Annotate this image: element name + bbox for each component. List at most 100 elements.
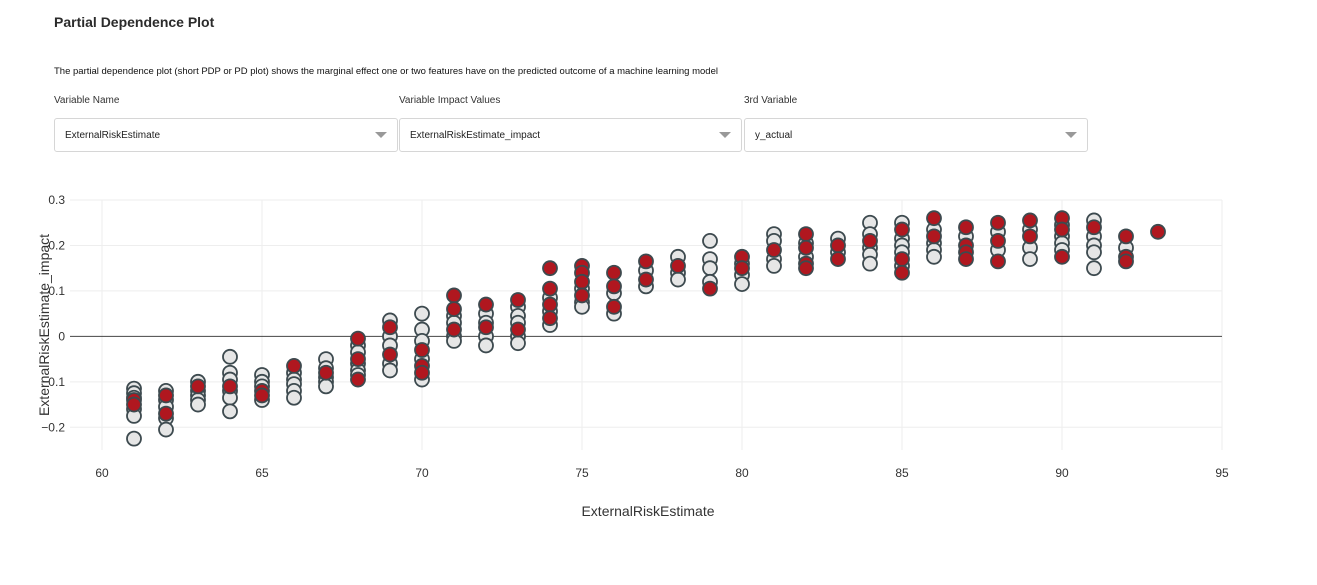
data-point-positive [158, 405, 174, 422]
y-tick-label: 0.2 [48, 238, 65, 252]
data-point-positive [606, 264, 622, 281]
data-point-positive [798, 260, 814, 277]
impact-values-value: ExternalRiskEstimate_impact [410, 130, 541, 141]
data-point-positive [542, 310, 558, 327]
data-point-negative [414, 305, 430, 322]
data-point-positive [990, 253, 1006, 270]
data-point-positive [1054, 248, 1070, 265]
impact-values-label: Variable Impact Values [399, 95, 501, 106]
x-tick-label: 65 [255, 466, 269, 480]
data-point-positive [798, 239, 814, 256]
data-point-positive [414, 342, 430, 358]
third-variable-dropdown[interactable]: y_actual [744, 118, 1088, 152]
data-point-positive [926, 210, 942, 227]
impact-values-dropdown[interactable]: ExternalRiskEstimate_impact [399, 118, 742, 152]
data-point-positive [1118, 253, 1134, 270]
data-point-negative [734, 276, 750, 292]
pdp-scatter-plot[interactable]: 0.3 0.2 0.1 0 −0.1 −0.2 60 65 70 75 80 85 90 95 Exte… [0, 175, 1317, 575]
x-tick-label: 80 [735, 466, 749, 480]
third-variable-value: y_actual [755, 130, 793, 141]
data-point-positive [638, 253, 654, 270]
data-point-positive [606, 298, 622, 315]
x-tick-label: 70 [415, 466, 429, 480]
y-tick-label: −0.1 [41, 375, 65, 389]
grid-lines [70, 199, 1223, 450]
data-point-negative [1086, 244, 1102, 261]
data-point-negative [126, 430, 142, 447]
data-point-positive [574, 273, 590, 290]
data-point-negative [1086, 260, 1102, 277]
data-point-positive [478, 319, 494, 336]
data-point-positive [766, 242, 782, 258]
data-point-positive [798, 226, 814, 242]
data-point-positive [830, 251, 846, 267]
third-variable-label: 3rd Variable [744, 95, 798, 106]
data-point-negative [670, 271, 686, 288]
data-point-positive [670, 258, 686, 274]
data-point-positive [382, 319, 398, 336]
data-point-positive [862, 233, 878, 249]
y-tick-label: 0.3 [48, 193, 65, 207]
data-points [126, 210, 1166, 447]
data-point-negative [510, 335, 526, 352]
data-point-positive [958, 251, 974, 267]
data-point-positive [286, 358, 302, 374]
data-point-negative [766, 258, 782, 274]
data-point-positive [254, 387, 270, 404]
data-point-negative [318, 378, 334, 395]
data-point-positive [1022, 212, 1038, 229]
chevron-down-icon[interactable] [719, 132, 731, 138]
data-point-positive [126, 396, 142, 413]
data-point-negative [1022, 251, 1038, 267]
data-point-positive [318, 364, 334, 381]
x-tick-label: 60 [95, 466, 109, 480]
y-axis-title: ExternalRiskEstimate_impact [36, 234, 52, 416]
data-point-positive [414, 364, 430, 381]
data-point-positive [350, 371, 366, 388]
x-tick-labels: 60 65 70 75 80 85 90 95 [95, 466, 1229, 480]
data-point-positive [510, 321, 526, 338]
page-description: The partial dependence plot (short PDP o… [54, 66, 718, 77]
data-point-negative [190, 396, 206, 413]
data-point-positive [222, 378, 238, 395]
data-point-positive [478, 296, 494, 313]
data-point-positive [1118, 228, 1134, 245]
y-tick-label: 0.1 [48, 284, 65, 298]
chevron-down-icon[interactable] [1065, 132, 1077, 138]
y-tick-label: −0.2 [41, 420, 65, 434]
data-point-positive [350, 330, 366, 347]
data-point-negative [702, 260, 718, 277]
data-point-positive [1054, 221, 1070, 238]
variable-name-value: ExternalRiskEstimate [65, 130, 161, 141]
data-point-negative [702, 233, 718, 249]
data-point-positive [606, 278, 622, 295]
data-point-negative [382, 362, 398, 379]
data-point-positive [894, 264, 910, 281]
data-point-positive [190, 378, 206, 395]
data-point-positive [638, 271, 654, 288]
variable-name-dropdown[interactable]: ExternalRiskEstimate [54, 118, 398, 152]
data-point-positive [1086, 219, 1102, 236]
data-point-positive [990, 233, 1006, 249]
data-point-positive [510, 292, 526, 308]
x-tick-label: 75 [575, 466, 589, 480]
data-point-positive [702, 280, 718, 297]
data-point-positive [990, 214, 1006, 231]
x-axis-title: ExternalRiskEstimate [581, 503, 714, 519]
data-point-positive [542, 260, 558, 277]
data-point-positive [1150, 223, 1166, 240]
data-point-positive [158, 387, 174, 404]
chevron-down-icon[interactable] [375, 132, 387, 138]
data-point-positive [926, 228, 942, 245]
data-point-positive [542, 280, 558, 297]
data-point-positive [894, 251, 910, 267]
x-tick-label: 85 [895, 466, 909, 480]
page-title: Partial Dependence Plot [54, 14, 215, 30]
data-point-negative [222, 348, 238, 365]
data-point-positive [446, 321, 462, 338]
data-point-positive [574, 287, 590, 304]
data-point-negative [926, 248, 942, 265]
data-point-negative [158, 421, 174, 438]
data-point-positive [446, 287, 462, 304]
data-point-positive [542, 296, 558, 313]
